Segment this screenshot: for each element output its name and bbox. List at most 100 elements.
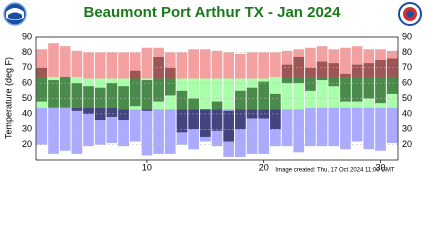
footnote: Image created: Thu, 17 Oct 2024 11:00 GM… <box>275 168 395 174</box>
normal-band <box>188 78 199 110</box>
plot-frame <box>35 36 399 161</box>
actual-range <box>258 81 270 110</box>
record-high-band <box>94 52 106 79</box>
record-low-band <box>235 109 246 157</box>
actual-range <box>199 109 211 137</box>
actual-range <box>188 109 199 130</box>
actual-range <box>281 64 293 77</box>
normal-band <box>305 76 316 108</box>
y-tick-label: 40 <box>22 108 32 118</box>
actual-range <box>141 80 153 110</box>
record-low-band <box>281 109 293 147</box>
record-high-band <box>164 52 176 79</box>
actual-range <box>106 107 118 117</box>
record-low-band <box>141 109 153 156</box>
record-low-band <box>305 107 316 147</box>
record-high-band <box>188 49 199 79</box>
record-low-band <box>386 107 398 144</box>
actual-range <box>106 83 118 108</box>
record-low-band <box>164 109 176 154</box>
y2-tick-label: 60 <box>402 78 412 88</box>
chart-title: Beaumont Port Arthur TX - Jan 2024 <box>84 4 342 21</box>
record-low-band <box>363 107 375 150</box>
actual-range <box>293 76 305 84</box>
record-high-band <box>258 52 270 79</box>
actual-range <box>258 109 270 119</box>
actual-range <box>164 67 176 79</box>
actual-range <box>36 67 48 77</box>
y-tick-label: 60 <box>22 78 32 88</box>
y2-tick-label: 50 <box>402 93 412 103</box>
actual-range <box>293 56 305 77</box>
record-high-band <box>305 47 316 77</box>
actual-range <box>270 109 281 130</box>
actual-range <box>340 76 351 102</box>
record-high-band <box>246 52 258 79</box>
normal-band <box>316 76 328 108</box>
actual-range <box>83 86 94 108</box>
nws-logo <box>398 2 422 26</box>
actual-range <box>235 90 246 110</box>
actual-range <box>316 76 328 81</box>
record-high-band <box>351 46 363 77</box>
record-high-band <box>118 52 129 79</box>
record-low-band <box>106 107 118 144</box>
actual-range <box>375 76 386 104</box>
actual-range <box>305 76 316 91</box>
record-low-band <box>258 109 270 154</box>
actual-range <box>375 60 386 77</box>
actual-range <box>211 101 223 110</box>
x-tick-label: 10 <box>142 162 152 172</box>
y-tick-label: 20 <box>22 139 32 149</box>
record-high-band <box>281 50 293 77</box>
y-tick-label: 90 <box>22 31 32 41</box>
actual-range <box>305 67 316 77</box>
actual-range <box>83 107 94 114</box>
record-high-band <box>340 47 351 77</box>
actual-range <box>235 109 246 130</box>
record-high-band <box>106 52 118 79</box>
actual-range <box>363 76 375 99</box>
actual-range <box>328 76 340 87</box>
record-high-band <box>71 50 83 77</box>
x-tick-label: 20 <box>259 162 269 172</box>
y-tick-label: 50 <box>22 93 32 103</box>
record-high-band <box>270 52 281 77</box>
normal-band <box>211 78 223 110</box>
y-axis-label: Temperature (deg F) <box>3 57 13 139</box>
actual-range <box>94 87 106 108</box>
y2-tick-label: 20 <box>402 139 412 149</box>
record-high-band <box>176 52 188 79</box>
y-tick-label: 70 <box>22 62 32 72</box>
actual-range <box>363 63 375 77</box>
normal-band <box>293 76 305 110</box>
record-high-band <box>363 49 375 77</box>
actual-range <box>223 110 235 142</box>
actual-range <box>153 56 164 79</box>
actual-range <box>188 98 199 110</box>
y2-tick-label: 80 <box>402 47 412 57</box>
normal-band <box>270 76 281 110</box>
chart: Beaumont Port Arthur TX - Jan 2024 Tempe… <box>3 2 422 174</box>
actual-range <box>118 109 129 121</box>
actual-range <box>129 70 141 79</box>
actual-range <box>211 109 223 131</box>
actual-range <box>176 109 188 133</box>
actual-range <box>71 83 83 108</box>
noaa-logo <box>3 2 27 26</box>
record-high-band <box>129 52 141 79</box>
record-low-band <box>351 107 363 142</box>
actual-range <box>59 76 71 108</box>
actual-range <box>71 107 83 111</box>
actual-range <box>386 76 398 94</box>
record-low-band <box>71 107 83 154</box>
record-low-band <box>153 109 164 154</box>
actual-range <box>118 86 129 110</box>
y-tick-label: 80 <box>22 47 32 57</box>
record-low-band <box>246 109 258 154</box>
actual-range <box>153 78 164 102</box>
record-low-band <box>129 109 141 142</box>
actual-range <box>351 76 363 102</box>
record-high-band <box>223 52 235 79</box>
actual-range <box>129 78 141 107</box>
